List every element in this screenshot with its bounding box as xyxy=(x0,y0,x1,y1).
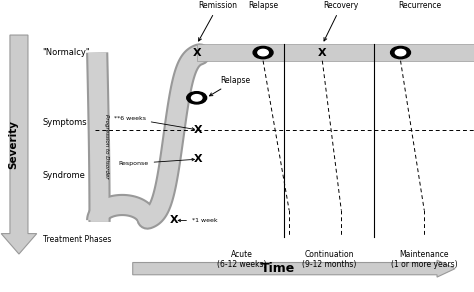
Circle shape xyxy=(253,46,273,59)
Text: Recurrence: Recurrence xyxy=(398,1,441,10)
FancyArrow shape xyxy=(133,260,455,277)
Text: Symptoms: Symptoms xyxy=(43,118,87,127)
Circle shape xyxy=(187,92,207,104)
Text: "Normalcy": "Normalcy" xyxy=(43,48,90,57)
Circle shape xyxy=(191,95,202,101)
Text: Response: Response xyxy=(118,158,194,166)
Text: X: X xyxy=(318,48,327,58)
Text: Relapse: Relapse xyxy=(210,76,251,96)
Circle shape xyxy=(391,46,410,59)
Circle shape xyxy=(258,49,268,56)
Bar xyxy=(197,44,474,61)
Text: X: X xyxy=(170,215,179,225)
Text: X: X xyxy=(194,154,202,164)
Circle shape xyxy=(395,49,406,56)
Text: *1 week: *1 week xyxy=(178,218,218,223)
Text: Maintenance
(1 or more years): Maintenance (1 or more years) xyxy=(391,250,457,269)
Text: Remission: Remission xyxy=(199,1,237,41)
Text: Recovery: Recovery xyxy=(324,1,359,41)
Text: Severity: Severity xyxy=(8,120,18,169)
Text: Syndrome: Syndrome xyxy=(43,171,85,180)
Text: Relapse: Relapse xyxy=(248,1,278,10)
Text: X: X xyxy=(194,125,202,135)
FancyArrow shape xyxy=(1,35,36,254)
Text: Time: Time xyxy=(261,262,295,275)
Text: X: X xyxy=(192,48,201,58)
Text: Progression to Disorder: Progression to Disorder xyxy=(104,114,109,178)
Text: Treatment Phases: Treatment Phases xyxy=(43,235,111,244)
Text: Acute
(6-12 weeks): Acute (6-12 weeks) xyxy=(217,250,266,269)
Text: **6 weeks: **6 weeks xyxy=(114,116,194,130)
Text: Continuation
(9-12 months): Continuation (9-12 months) xyxy=(302,250,356,269)
